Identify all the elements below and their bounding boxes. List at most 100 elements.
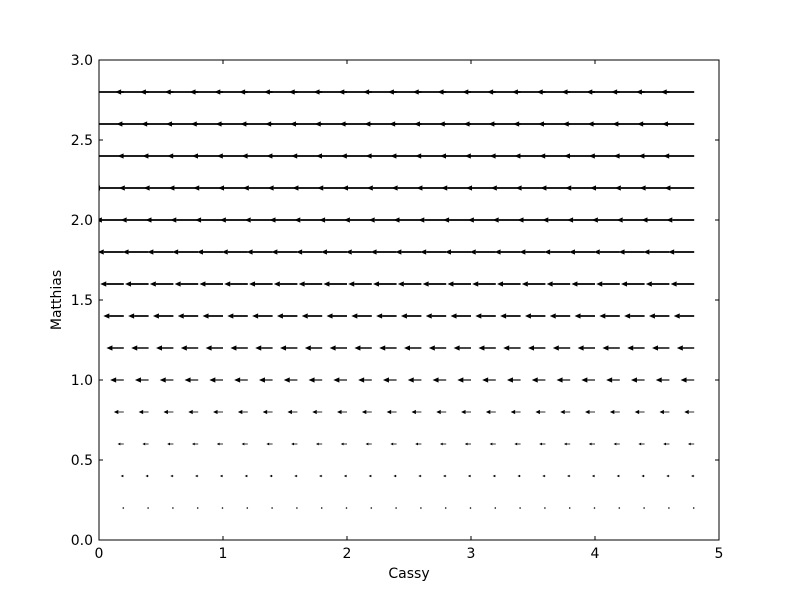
quiver-arrow bbox=[370, 507, 373, 509]
quiver-arrow bbox=[588, 442, 595, 446]
quiver-arrow bbox=[103, 313, 124, 319]
quiver-arrow bbox=[680, 377, 695, 383]
quiver-arrow bbox=[564, 442, 571, 446]
quiver-arrow bbox=[273, 281, 298, 287]
quiver-arrow bbox=[294, 217, 323, 223]
quiver-arrow bbox=[320, 249, 347, 255]
quiver-arrow bbox=[271, 249, 298, 255]
quiver-arrow bbox=[67, 121, 99, 126]
quiver-arrow bbox=[655, 377, 670, 383]
quiver-arrow bbox=[519, 249, 546, 255]
quiver-arrow bbox=[266, 442, 273, 446]
quiver-arrow bbox=[494, 249, 521, 255]
quiver-arrow bbox=[298, 281, 323, 287]
quiver-arrow bbox=[461, 409, 471, 415]
quiver-arrow bbox=[609, 409, 620, 415]
quiver-arrow bbox=[379, 345, 397, 351]
quiver-arrow bbox=[407, 377, 422, 383]
quiver-arrow bbox=[316, 442, 323, 446]
quiver-arrow bbox=[329, 345, 347, 351]
quiver-arrow bbox=[645, 281, 670, 287]
quiver-arrow bbox=[546, 281, 571, 287]
quiver-arrow bbox=[262, 409, 273, 415]
quiver-arrow bbox=[301, 313, 323, 319]
quiver-arrow bbox=[386, 409, 397, 415]
quiver-arrow bbox=[199, 281, 223, 287]
quiver-arrow bbox=[230, 345, 248, 351]
quiver-arrow bbox=[351, 313, 372, 319]
quiver-arrow bbox=[323, 281, 347, 287]
quiver-arrow bbox=[177, 313, 199, 319]
quiver-arrow bbox=[79, 313, 99, 318]
quiver-arrow bbox=[492, 217, 521, 223]
quiver-arrow bbox=[224, 281, 248, 287]
quiver-arrow bbox=[244, 217, 273, 223]
quiver-arrow bbox=[494, 507, 497, 509]
quiver-arrow bbox=[368, 474, 372, 478]
x-tick-label: 2 bbox=[343, 546, 352, 562]
quiver-arrow bbox=[577, 345, 595, 351]
quiver-arrow bbox=[145, 474, 149, 478]
quiver-arrow bbox=[195, 217, 223, 223]
quiver-arrow bbox=[497, 281, 521, 287]
quiver-arrow bbox=[531, 377, 546, 383]
quiver-arrow bbox=[134, 377, 149, 383]
quiver-arrow bbox=[450, 313, 471, 319]
quiver-arrow bbox=[666, 217, 695, 223]
quiver-arrow bbox=[585, 409, 595, 415]
quiver-arrow bbox=[415, 442, 422, 446]
quiver-arrow bbox=[252, 313, 273, 319]
quiver-arrow bbox=[668, 507, 670, 509]
quiver-arrow bbox=[343, 474, 347, 478]
quiver-arrow bbox=[528, 345, 546, 351]
quiver-arrow bbox=[128, 313, 149, 319]
quiver-arrow bbox=[517, 217, 546, 223]
quiver-arrow bbox=[544, 249, 571, 255]
y-tick-label: 0.5 bbox=[71, 453, 93, 469]
quiver-arrow bbox=[591, 217, 620, 223]
quiver-arrow bbox=[283, 377, 298, 383]
quiver-arrow bbox=[221, 507, 224, 509]
quiver-arrow bbox=[676, 345, 695, 351]
quiver-arrow bbox=[568, 507, 571, 509]
quiver-arrow bbox=[213, 409, 223, 415]
quiver-arrow bbox=[422, 281, 447, 287]
quiver-arrow bbox=[184, 377, 199, 383]
quiver-arrow bbox=[420, 249, 447, 255]
quiver-arrow bbox=[492, 474, 496, 478]
quiver-arrow bbox=[365, 442, 372, 446]
quiver-arrow bbox=[664, 185, 695, 191]
quiver-arrow bbox=[453, 345, 471, 351]
quiver-arrow bbox=[436, 409, 447, 415]
quiver-arrow bbox=[205, 345, 223, 351]
quiver-arrow bbox=[320, 507, 323, 509]
quiver-arrow bbox=[167, 442, 174, 446]
quiver-arrow bbox=[510, 409, 521, 415]
quiver-arrow bbox=[170, 474, 174, 478]
x-axis-label: Cassy bbox=[388, 566, 429, 582]
quiver-arrow bbox=[691, 474, 695, 478]
quiver-arrow bbox=[382, 377, 397, 383]
quiver-arrow bbox=[319, 474, 323, 478]
quiver-arrow bbox=[159, 377, 174, 383]
quiver-arrow bbox=[616, 217, 645, 223]
quiver-arrow bbox=[618, 249, 645, 255]
y-tick-label: 1.5 bbox=[71, 293, 93, 309]
quiver-arrow bbox=[627, 345, 645, 351]
quiver-arrow bbox=[670, 281, 695, 287]
quiver-arrow bbox=[428, 345, 447, 351]
quiver-arrow bbox=[308, 377, 323, 383]
quiver-arrow bbox=[113, 409, 124, 415]
quiver-arrow bbox=[163, 409, 174, 415]
y-tick-label: 3.0 bbox=[71, 53, 93, 69]
quiver-arrow bbox=[568, 249, 595, 255]
quiver-arrow bbox=[630, 377, 645, 383]
quiver-arrow bbox=[216, 442, 223, 446]
quiver-arrow bbox=[524, 313, 546, 319]
quiver-arrow bbox=[440, 442, 447, 446]
quiver-arrow bbox=[599, 313, 620, 319]
quiver-arrow bbox=[188, 409, 199, 415]
quiver-arrow bbox=[152, 313, 174, 319]
quiver-arrow bbox=[444, 249, 471, 255]
